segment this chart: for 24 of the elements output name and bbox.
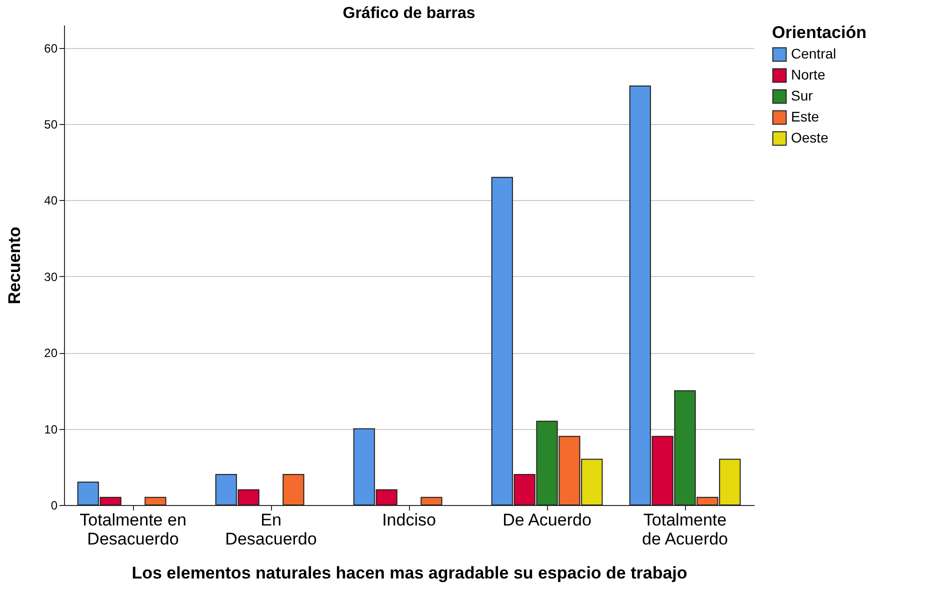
y-tick-label: 20 [44,346,58,360]
legend-label: Oeste [791,130,829,146]
legend-label: Central [791,46,836,62]
y-tick-label: 50 [44,118,58,132]
bar [420,496,442,506]
x-tick-label: Totalmente en Desacuerdo [80,510,186,548]
y-tick-label: 40 [44,194,58,208]
legend-label: Norte [791,66,826,82]
x-tick-label: Indciso [382,510,436,530]
x-tick-label: En Desacuerdo [225,510,317,548]
y-tick-label: 30 [44,270,58,284]
bar [282,474,304,506]
legend-title: Orientación [772,23,866,42]
x-tick-label: De Acuerdo [502,510,592,530]
y-axis-title: Recuento [5,226,24,304]
x-tick-label: Totalmente de Acuerdo [642,510,728,548]
y-tick-label: 0 [50,498,58,512]
legend-label: Sur [791,88,814,104]
bar [144,496,166,506]
y-tick-label: 10 [44,422,58,436]
chart-title: Gráfico de barras [342,5,476,22]
y-tick-label: 60 [44,41,58,56]
x-axis-title: Los elementos naturales hacen mas agradable su espacio de trabajo [132,564,688,582]
legend-label: Este [791,108,820,124]
